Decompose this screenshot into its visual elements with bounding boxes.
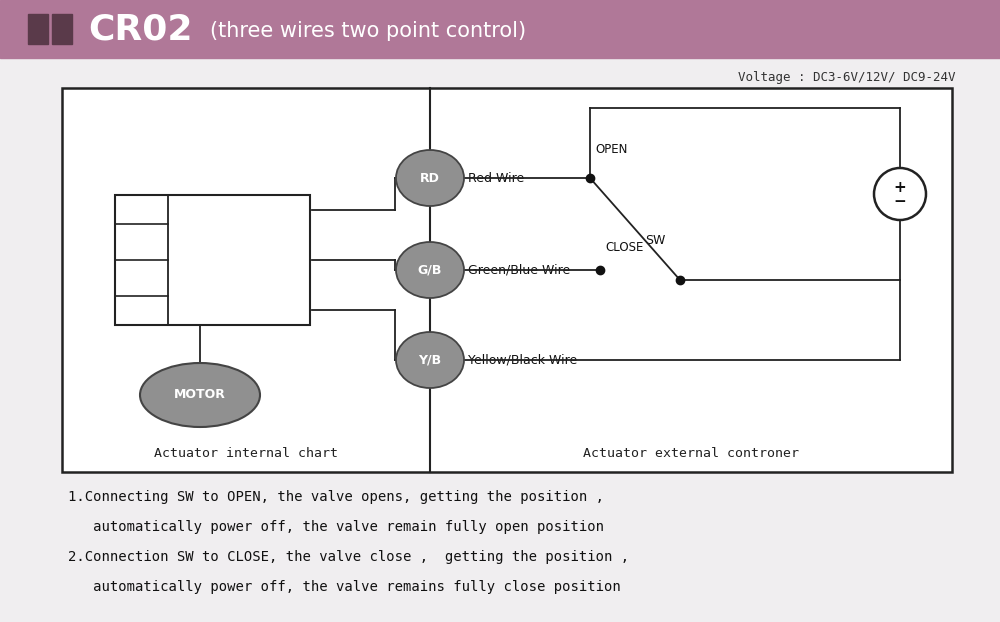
Text: 2.Connection SW to CLOSE, the valve close ,  getting the position ,: 2.Connection SW to CLOSE, the valve clos… bbox=[68, 550, 629, 564]
Text: +: + bbox=[894, 180, 906, 195]
Text: (three wires two point control): (three wires two point control) bbox=[210, 21, 526, 41]
Text: OPEN: OPEN bbox=[595, 143, 627, 156]
Bar bbox=[28, 14, 48, 44]
Bar bbox=[0, 0, 1000, 58]
Text: Actuator external controner: Actuator external controner bbox=[583, 447, 799, 460]
Text: 1.Connecting SW to OPEN, the valve opens, getting the position ,: 1.Connecting SW to OPEN, the valve opens… bbox=[68, 490, 604, 504]
Ellipse shape bbox=[396, 242, 464, 298]
Text: RD: RD bbox=[420, 172, 440, 185]
Text: CR02: CR02 bbox=[88, 12, 192, 46]
Text: Green/Blue Wire: Green/Blue Wire bbox=[468, 264, 570, 277]
Text: MOTOR: MOTOR bbox=[174, 389, 226, 401]
Text: Voltage : DC3-6V/12V/ DC9-24V: Voltage : DC3-6V/12V/ DC9-24V bbox=[738, 72, 955, 85]
Text: Actuator internal chart: Actuator internal chart bbox=[154, 447, 338, 460]
Ellipse shape bbox=[396, 150, 464, 206]
Text: CLOSE: CLOSE bbox=[605, 241, 643, 254]
Ellipse shape bbox=[396, 332, 464, 388]
Text: automatically power off, the valve remains fully close position: automatically power off, the valve remai… bbox=[68, 580, 621, 594]
Text: −: − bbox=[894, 195, 906, 210]
Circle shape bbox=[874, 168, 926, 220]
Text: Yellow/Black Wire: Yellow/Black Wire bbox=[468, 353, 577, 366]
Text: Control: Control bbox=[216, 231, 262, 244]
Text: Y/B: Y/B bbox=[418, 353, 442, 366]
Bar bbox=[52, 14, 72, 44]
Text: G/B: G/B bbox=[418, 264, 442, 277]
Text: automatically power off, the valve remain fully open position: automatically power off, the valve remai… bbox=[68, 520, 604, 534]
Bar bbox=[62, 88, 952, 472]
Text: Circuit: Circuit bbox=[219, 276, 259, 289]
Ellipse shape bbox=[140, 363, 260, 427]
Text: Red Wire: Red Wire bbox=[468, 172, 524, 185]
Bar bbox=[115, 195, 310, 325]
Text: SW: SW bbox=[645, 234, 665, 247]
